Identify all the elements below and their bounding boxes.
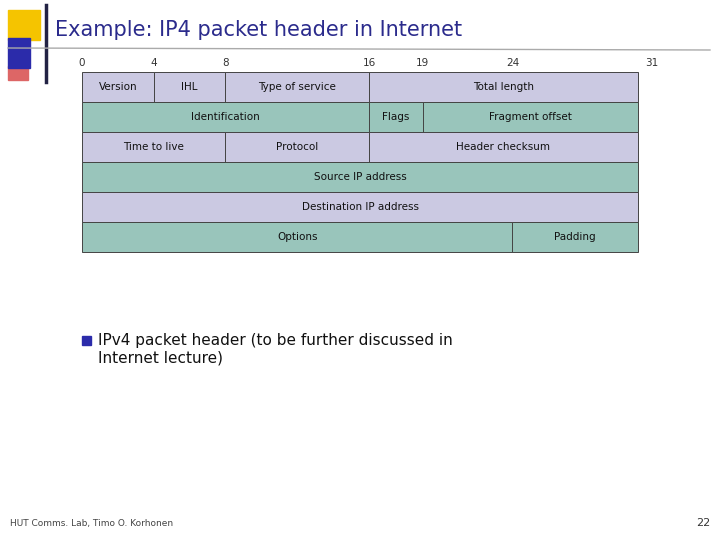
Text: Example: IP4 packet header in Internet: Example: IP4 packet header in Internet (55, 20, 462, 40)
Bar (82, 132, 225, 162)
Bar (82, 222, 513, 252)
Text: Options: Options (277, 232, 318, 242)
Bar (82, 192, 638, 222)
Text: Internet lecture): Internet lecture) (98, 350, 223, 366)
Text: Header checksum: Header checksum (456, 142, 551, 152)
Bar (82, 72, 154, 102)
Text: Fragment offset: Fragment offset (489, 112, 572, 122)
Text: Source IP address: Source IP address (314, 172, 406, 182)
Bar (82, 162, 638, 192)
Text: 19: 19 (416, 58, 429, 68)
Text: Flags: Flags (382, 112, 410, 122)
Bar (369, 102, 423, 132)
Text: Time to live: Time to live (123, 142, 184, 152)
Bar (369, 132, 638, 162)
Text: IPv4 packet header (to be further discussed in: IPv4 packet header (to be further discus… (98, 333, 453, 348)
Bar (82, 102, 369, 132)
Bar (8, 66, 28, 80)
Bar (154, 72, 225, 102)
Text: 16: 16 (362, 58, 376, 68)
Text: Protocol: Protocol (276, 142, 318, 152)
Text: 22: 22 (696, 518, 710, 528)
Text: 8: 8 (222, 58, 229, 68)
Text: Identification: Identification (191, 112, 260, 122)
Text: HUT Comms. Lab, Timo O. Korhonen: HUT Comms. Lab, Timo O. Korhonen (10, 519, 173, 528)
Text: Total length: Total length (473, 82, 534, 92)
Text: Destination IP address: Destination IP address (302, 202, 418, 212)
Bar (225, 132, 369, 162)
Text: 31: 31 (645, 58, 659, 68)
Bar (225, 72, 369, 102)
Bar (369, 72, 638, 102)
Bar (82, 336, 91, 345)
Text: Version: Version (99, 82, 138, 92)
Bar (513, 222, 638, 252)
Text: Padding: Padding (554, 232, 596, 242)
Text: IHL: IHL (181, 82, 198, 92)
Bar (423, 102, 638, 132)
Text: Type of service: Type of service (258, 82, 336, 92)
Bar (8, 38, 30, 68)
Text: 24: 24 (506, 58, 519, 68)
Text: 0: 0 (78, 58, 85, 68)
Text: 4: 4 (150, 58, 157, 68)
Bar (8, 10, 40, 40)
